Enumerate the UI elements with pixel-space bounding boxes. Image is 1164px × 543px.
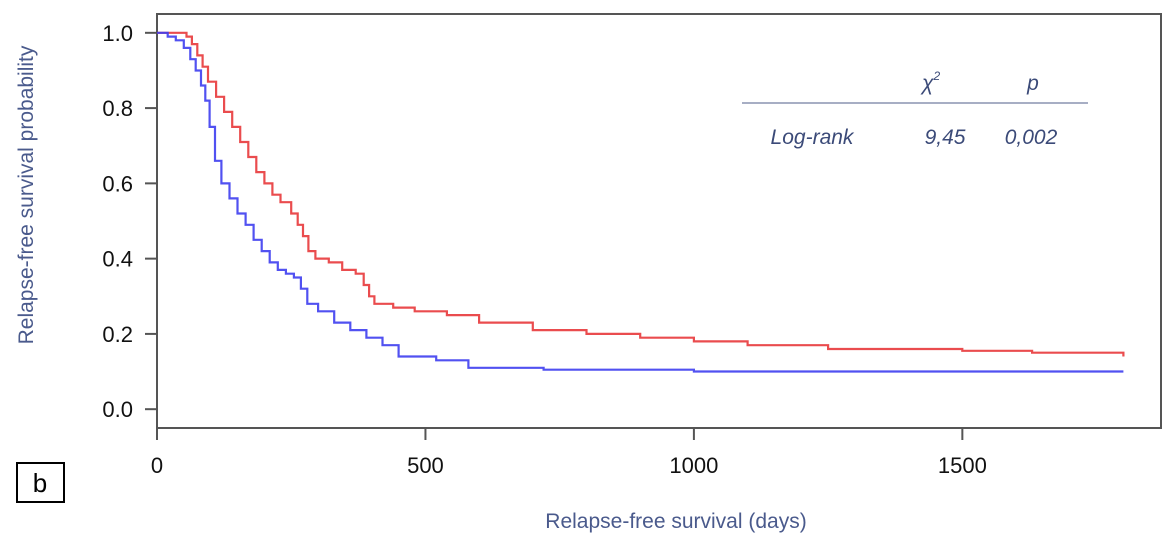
panel-label: b: [33, 468, 47, 498]
survival-curve-2: [157, 31, 1124, 373]
x-axis-title: Relapse-free survival (days): [545, 510, 806, 533]
series-layer: [157, 31, 1125, 373]
y-tick-label: 1.0: [102, 21, 133, 46]
chi-square-value: 9,45: [925, 126, 966, 149]
x-tick-label: 1500: [938, 453, 987, 478]
x-axis: 0 500 1000 1500: [151, 428, 987, 478]
y-tick-label: 0.2: [102, 322, 133, 347]
chi-square-header: χ2: [920, 69, 940, 95]
y-tick-label: 0.8: [102, 96, 133, 121]
y-axis-title: Relapse-free survival probability: [15, 45, 38, 344]
x-tick-label: 1000: [669, 453, 718, 478]
survival-curve-1: [157, 31, 1125, 357]
x-tick-label: 0: [151, 453, 163, 478]
p-value: 0,002: [1005, 126, 1058, 149]
y-tick-label: 0.4: [102, 247, 133, 272]
stats-table: χ2 p Log-rank 9,45 0,002: [742, 69, 1088, 149]
plot-frame: [156, 13, 1162, 429]
y-tick-label: 0.6: [102, 171, 133, 196]
log-rank-label: Log-rank: [771, 126, 855, 149]
p-header: p: [1026, 72, 1039, 95]
y-axis: 0.0 0.2 0.4 0.6 0.8 1.0: [102, 21, 157, 422]
x-tick-label: 500: [407, 453, 444, 478]
y-tick-label: 0.0: [102, 397, 133, 422]
panel-label-box: b: [16, 462, 65, 503]
